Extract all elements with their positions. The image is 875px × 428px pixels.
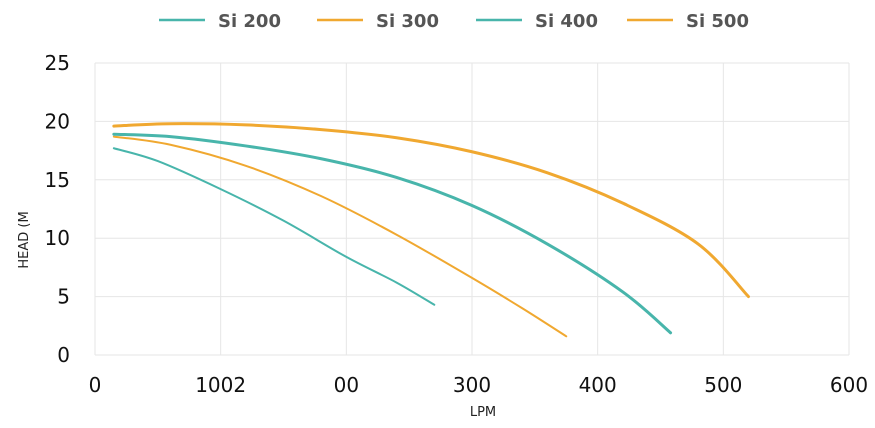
series-line-si-500 [112, 122, 750, 299]
x-axis-label: LPM [470, 405, 496, 420]
series-lines [112, 122, 750, 338]
legend-item-si-200: Si 200 [159, 11, 281, 32]
y-tick-label: 20 [45, 109, 70, 133]
y-axis-ticks: 0 5 10 15 20 25 [45, 51, 70, 367]
legend-label: Si 500 [686, 11, 749, 32]
y-tick-label: 10 [45, 226, 70, 250]
x-tick-label: 300 [453, 373, 491, 397]
y-tick-label: 0 [57, 343, 70, 367]
legend-item-si-400: Si 400 [476, 11, 598, 32]
legend-item-si-300: Si 300 [317, 11, 439, 32]
series-line-si-400 [112, 132, 673, 335]
series-line-si-300 [112, 135, 568, 338]
legend-label: Si 300 [376, 11, 439, 32]
x-tick-label: 0 [89, 373, 102, 397]
y-axis-label: HEAD (M [17, 211, 32, 268]
legend-item-si-500: Si 500 [627, 11, 749, 32]
series-line-si-200 [112, 147, 436, 306]
legend: Si 200 Si 300 Si 400 Si 500 [159, 11, 749, 32]
y-tick-label: 5 [57, 285, 70, 309]
x-tick-label: 600 [830, 373, 868, 397]
legend-label: Si 400 [535, 11, 598, 32]
x-tick-label: 1002 [195, 373, 246, 397]
gridlines [94, 62, 850, 356]
x-tick-label: 400 [579, 373, 617, 397]
x-tick-label: 00 [334, 373, 359, 397]
y-tick-label: 15 [45, 168, 70, 192]
y-tick-label: 25 [45, 51, 70, 75]
x-axis-ticks: 0 1002 00 300 400 500 600 [89, 373, 868, 397]
legend-label: Si 200 [218, 11, 281, 32]
x-tick-label: 500 [704, 373, 742, 397]
